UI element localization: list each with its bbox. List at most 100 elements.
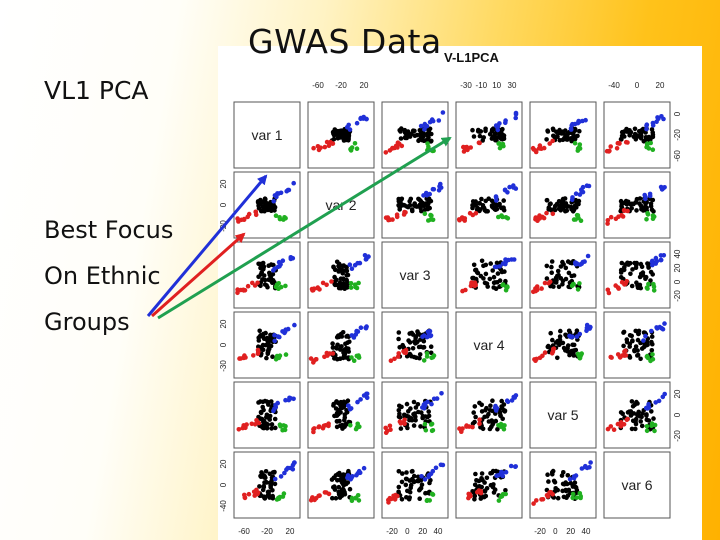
data-point — [413, 203, 418, 209]
data-point — [550, 211, 556, 217]
data-point — [411, 412, 416, 417]
data-point — [643, 276, 648, 281]
data-point — [398, 203, 404, 209]
data-point — [255, 351, 261, 357]
data-point — [411, 478, 416, 484]
data-point — [652, 422, 658, 428]
data-point — [499, 422, 505, 428]
data-point — [242, 288, 248, 293]
data-point — [400, 342, 405, 348]
data-point — [563, 208, 568, 214]
data-point — [562, 203, 568, 209]
data-point — [262, 198, 268, 204]
data-point — [480, 203, 486, 208]
data-point — [558, 264, 564, 269]
matrix-panel — [455, 171, 523, 239]
data-point — [573, 199, 579, 204]
axis-tick-label: -20 — [335, 81, 347, 90]
axis-tick-label: 0 — [219, 202, 228, 207]
axis-tick-label: 40 — [582, 527, 591, 536]
axis-tick-label: 20 — [566, 527, 575, 536]
data-point — [257, 484, 262, 489]
data-point — [654, 259, 660, 264]
data-point — [575, 213, 581, 218]
data-point — [257, 328, 262, 334]
data-point — [501, 407, 506, 413]
axis-tick-label: -60 — [312, 81, 324, 90]
data-point — [585, 253, 591, 259]
data-point — [402, 127, 408, 133]
data-point — [417, 496, 422, 502]
data-point — [340, 481, 346, 486]
data-point — [546, 343, 551, 349]
data-point — [309, 286, 315, 292]
data-point — [546, 479, 551, 484]
data-point — [403, 476, 409, 482]
data-point — [320, 280, 326, 286]
data-point — [290, 256, 296, 261]
data-point — [331, 264, 336, 270]
data-point — [655, 115, 660, 120]
data-point — [439, 391, 444, 396]
arrow-to-var1-green-cluster — [157, 136, 452, 320]
data-point — [569, 123, 574, 128]
data-point — [261, 425, 267, 431]
data-point — [642, 204, 648, 210]
data-point — [541, 215, 547, 221]
data-point — [321, 423, 327, 429]
data-point — [246, 211, 252, 217]
data-point — [495, 271, 501, 276]
data-point — [650, 197, 656, 203]
data-point — [481, 135, 486, 141]
data-point — [477, 400, 482, 406]
data-point — [615, 352, 621, 357]
data-point — [362, 253, 368, 258]
data-point — [560, 481, 566, 487]
note-line-2: On Ethnic — [44, 262, 161, 290]
data-point — [275, 191, 280, 196]
data-point — [425, 399, 430, 405]
data-point — [557, 334, 563, 339]
data-point — [644, 424, 650, 429]
data-point — [493, 123, 499, 128]
data-point — [428, 139, 434, 144]
data-point — [399, 497, 405, 502]
variable-label: var 1 — [251, 127, 282, 143]
axis-tick-label: 0 — [219, 342, 228, 347]
data-point — [513, 393, 519, 398]
data-point — [331, 136, 337, 142]
data-point — [402, 350, 407, 355]
data-point — [413, 335, 418, 341]
data-point — [426, 199, 431, 204]
data-point — [261, 418, 267, 424]
data-point — [577, 262, 583, 267]
data-point — [633, 416, 639, 422]
data-point — [646, 281, 651, 287]
data-point — [574, 487, 580, 493]
data-point — [577, 192, 583, 197]
data-point — [330, 341, 335, 346]
data-point — [409, 330, 414, 336]
data-point — [484, 405, 489, 411]
variable-label: var 4 — [473, 337, 504, 353]
data-point — [278, 284, 284, 290]
data-point — [334, 346, 340, 351]
data-point — [351, 358, 357, 364]
data-point — [249, 421, 255, 427]
data-point — [495, 427, 500, 432]
data-point — [431, 353, 437, 358]
data-point — [642, 192, 647, 198]
data-point — [650, 341, 655, 347]
data-point — [394, 214, 400, 220]
data-point — [622, 353, 627, 358]
data-point — [415, 339, 420, 345]
data-point — [620, 411, 625, 417]
data-point — [273, 402, 278, 408]
data-point — [403, 482, 409, 488]
data-point — [245, 283, 251, 289]
data-point — [577, 128, 582, 134]
data-point — [422, 477, 428, 482]
data-point — [621, 343, 626, 349]
